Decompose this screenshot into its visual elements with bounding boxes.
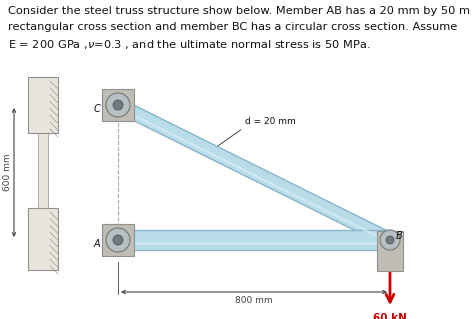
Bar — [28, 208, 58, 270]
Polygon shape — [117, 106, 390, 243]
Bar — [28, 77, 58, 133]
Text: E = 200 GPa ,$\nu$=0.3 , and the ultimate normal stress is 50 MPa.: E = 200 GPa ,$\nu$=0.3 , and the ultimat… — [8, 38, 370, 51]
Circle shape — [380, 230, 400, 250]
Bar — [377, 231, 403, 271]
Bar — [102, 224, 134, 256]
Text: B: B — [396, 231, 403, 241]
Bar — [38, 133, 48, 212]
Polygon shape — [118, 230, 390, 250]
Text: rectangular cross section and member BC has a circular cross section. Assume: rectangular cross section and member BC … — [8, 22, 457, 32]
Polygon shape — [115, 99, 393, 246]
Circle shape — [106, 228, 130, 252]
Bar — [102, 89, 134, 121]
Text: d = 20 mm: d = 20 mm — [245, 117, 296, 126]
Text: 50 mm: 50 mm — [182, 235, 214, 244]
Circle shape — [106, 93, 130, 117]
Circle shape — [113, 235, 123, 245]
Text: C: C — [93, 104, 100, 114]
Polygon shape — [118, 241, 390, 245]
Circle shape — [386, 236, 394, 244]
Text: A: A — [93, 239, 100, 249]
Text: 60 kN: 60 kN — [373, 313, 407, 319]
Circle shape — [113, 100, 123, 110]
Text: Consider the steel truss structure show below. Member AB has a 20 mm by 50 m: Consider the steel truss structure show … — [8, 6, 470, 16]
Text: 600 mm: 600 mm — [3, 154, 12, 191]
Text: 800 mm: 800 mm — [235, 296, 273, 305]
